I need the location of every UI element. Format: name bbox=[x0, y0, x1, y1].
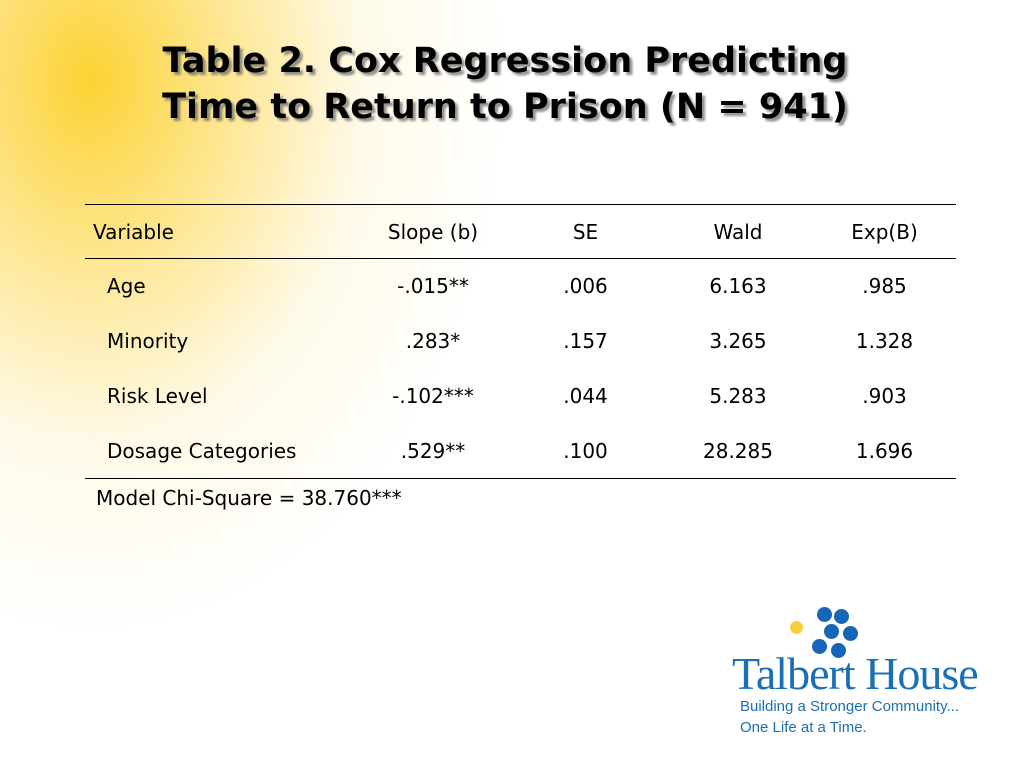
talbert-house-logo: Talbert House Building a Stronger Commun… bbox=[730, 600, 1010, 750]
logo-blue-dot-icon bbox=[834, 609, 849, 624]
title-line-2: Time to Return to Prison (N = 941) bbox=[162, 87, 848, 127]
logo-blue-dot-icon bbox=[824, 624, 839, 639]
logo-blue-dot-icon bbox=[812, 639, 827, 654]
cell-expb: .985 bbox=[862, 274, 907, 299]
regression-table: Variable Slope (b) SE Wald Exp(B) Age -.… bbox=[85, 204, 956, 479]
cell-expb: .903 bbox=[862, 384, 907, 408]
logo-blue-dot-icon bbox=[843, 626, 858, 641]
header-expb: Exp(B) bbox=[851, 219, 918, 244]
cell-se: .006 bbox=[563, 274, 608, 299]
logo-tagline-1: Building a Stronger Community... bbox=[740, 698, 959, 715]
header-slope: Slope (b) bbox=[387, 219, 479, 244]
cell-slope: -.015** bbox=[397, 274, 469, 299]
table-header-row: Variable Slope (b) SE Wald Exp(B) bbox=[85, 204, 956, 259]
cell-se: .157 bbox=[563, 329, 608, 353]
cell-variable: Dosage Categories bbox=[107, 438, 297, 463]
logo-tagline-2: One Life at a Time. bbox=[740, 719, 867, 736]
cell-se: .100 bbox=[563, 438, 608, 463]
header-se: SE bbox=[572, 219, 599, 244]
header-wald: Wald bbox=[713, 219, 763, 244]
cell-wald: 28.285 bbox=[703, 438, 773, 463]
logo-blue-dot-icon bbox=[817, 607, 832, 622]
cell-wald: 5.283 bbox=[709, 384, 767, 408]
cell-se: .044 bbox=[563, 384, 608, 408]
slide-title: Table 2. Cox Regression Predicting Time … bbox=[60, 38, 950, 130]
cell-slope: .529** bbox=[400, 438, 466, 463]
cell-expb: 1.696 bbox=[855, 438, 914, 463]
table-row: Age -.015** .006 6.163 .985 bbox=[85, 259, 956, 314]
logo-blue-dot-icon bbox=[831, 643, 846, 658]
cell-wald: 6.163 bbox=[709, 274, 767, 299]
table-row: Dosage Categories .529** .100 28.285 1.6… bbox=[85, 424, 956, 479]
model-chi-square-note: Model Chi-Square = 38.760*** bbox=[96, 486, 402, 510]
title-line-1: Table 2. Cox Regression Predicting bbox=[162, 41, 848, 81]
logo-yellow-dot-icon bbox=[790, 621, 803, 634]
cell-slope: .283* bbox=[405, 329, 461, 353]
cell-variable: Minority bbox=[107, 329, 189, 353]
cell-expb: 1.328 bbox=[855, 329, 914, 353]
header-variable: Variable bbox=[93, 219, 174, 244]
cell-slope: -.102*** bbox=[392, 384, 474, 408]
logo-name: Talbert House bbox=[732, 648, 979, 699]
cell-variable: Age bbox=[107, 274, 146, 299]
cell-variable: Risk Level bbox=[107, 384, 208, 408]
table-row: Minority .283* .157 3.265 1.328 bbox=[85, 314, 956, 369]
cell-wald: 3.265 bbox=[709, 329, 767, 353]
table-row: Risk Level -.102*** .044 5.283 .903 bbox=[85, 369, 956, 424]
